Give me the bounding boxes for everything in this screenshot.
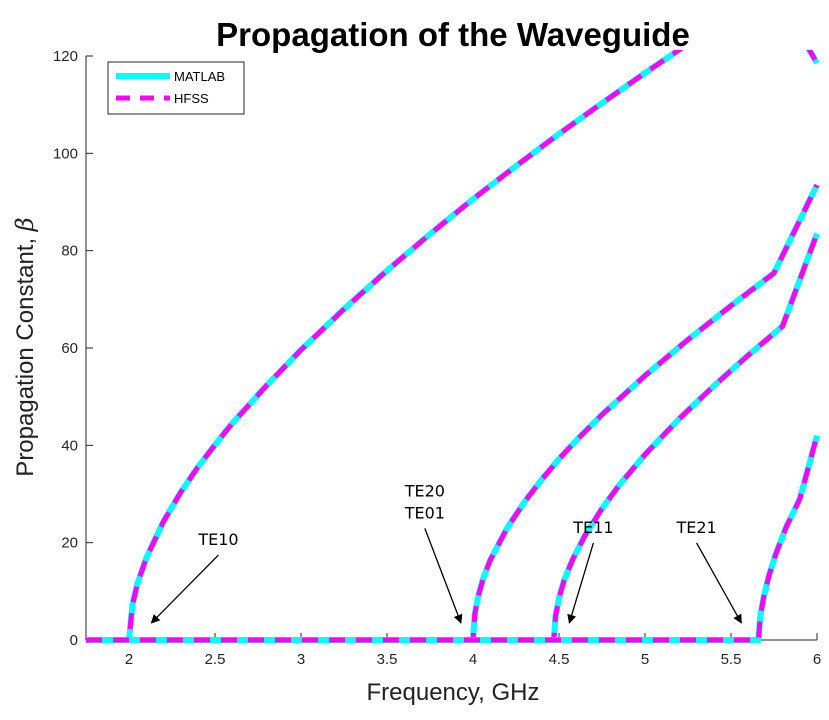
y-tick-label: 20 (61, 535, 78, 552)
y-tick-label: 0 (70, 632, 78, 649)
x-tick-label: 4.5 (549, 651, 570, 668)
annotation-arrow (424, 528, 463, 624)
annotation-label: TE01 (404, 503, 445, 522)
series-hfss-te20-te01 (86, 183, 820, 643)
legend: MATLAB HFSS (107, 61, 245, 115)
x-tick-label: 3 (297, 651, 305, 668)
x-tick-label: 4 (469, 651, 477, 668)
beta-symbol: β (11, 217, 39, 232)
annotation-arrow (696, 542, 742, 624)
series-hfss-te10 (86, 50, 820, 643)
legend-box (107, 61, 245, 115)
y-axis-label-text: Propagation Constant, (12, 231, 39, 477)
y-tick-label: 120 (53, 48, 78, 65)
legend-label-matlab: MATLAB (174, 69, 225, 84)
x-tick-label: 6 (813, 651, 821, 668)
series-hfss-te11 (86, 232, 820, 643)
x-tick-label: 5.5 (721, 651, 742, 668)
x-tick-label: 5 (641, 651, 649, 668)
y-tick-label: 100 (53, 145, 78, 162)
y-tick-label: 80 (61, 243, 78, 260)
x-tick-label: 2.5 (205, 651, 226, 668)
y-axis-label: Propagation Constant, β (11, 217, 39, 476)
annotation-label: TE20 (404, 481, 445, 500)
curves-group (86, 50, 820, 643)
chart-title: Propagation of the Waveguide (216, 16, 690, 53)
x-tick-label: 3.5 (377, 651, 398, 668)
legend-label-hfss: HFSS (174, 91, 209, 106)
x-axis-label: Frequency, GHz (367, 679, 540, 706)
annotation-label: TE11 (572, 518, 613, 537)
y-tick-label: 40 (61, 437, 78, 454)
annotation-arrow (567, 542, 595, 624)
series-matlab-te20-te01 (86, 183, 820, 643)
series-hfss-te21 (86, 434, 820, 643)
annotation-arrow (150, 554, 219, 624)
annotation-label: TE10 (197, 530, 238, 549)
y-tick-label: 60 (61, 340, 78, 357)
plot-area: 2 2.5 3 3.5 4 4.5 5 5.5 6020406080100120TE10TE20… (53, 48, 821, 668)
annotation-label: TE21 (675, 518, 716, 537)
x-tick-label: 2 (125, 651, 133, 668)
